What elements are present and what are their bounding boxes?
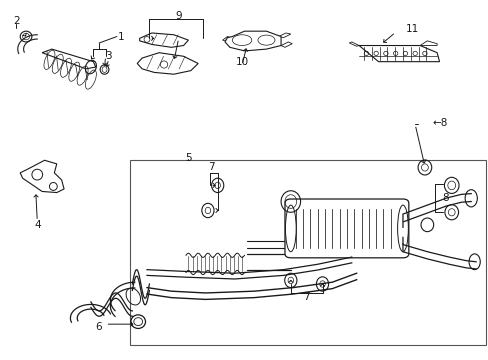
Polygon shape [137,53,198,74]
Polygon shape [222,37,229,41]
Text: 11: 11 [405,24,419,35]
Bar [130,160,485,345]
Text: 1: 1 [118,32,124,41]
Polygon shape [358,45,439,62]
Text: 4: 4 [34,220,41,230]
Text: 5: 5 [185,153,191,163]
FancyBboxPatch shape [285,199,408,258]
Text: 7: 7 [207,162,214,172]
Polygon shape [419,41,436,45]
Polygon shape [278,33,290,38]
Text: ←8: ←8 [431,118,447,128]
Text: 10: 10 [235,57,248,67]
Polygon shape [42,49,96,69]
Polygon shape [224,31,281,51]
Text: 8: 8 [441,193,448,203]
Polygon shape [348,42,358,46]
Text: 2: 2 [13,17,20,27]
Text: 6: 6 [95,322,102,332]
Polygon shape [20,160,64,193]
Polygon shape [140,33,188,47]
Text: 9: 9 [175,11,182,21]
Polygon shape [281,42,292,47]
Text: 3: 3 [105,51,112,61]
Text: 7: 7 [303,292,309,302]
